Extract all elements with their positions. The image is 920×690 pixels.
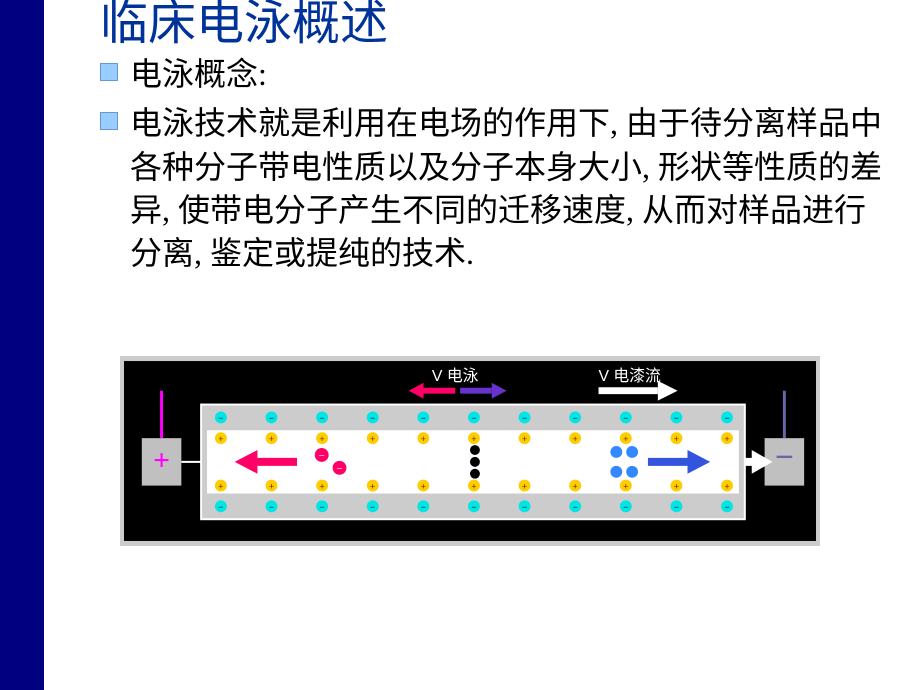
bullet-text: 电泳概念: bbox=[130, 53, 267, 96]
svg-text:+: + bbox=[471, 482, 477, 493]
ion-neutral-cluster bbox=[470, 445, 480, 479]
svg-text:−: − bbox=[218, 502, 224, 513]
svg-text:+: + bbox=[674, 482, 680, 493]
electrophoresis-diagram: V 电泳 V 电漆流 + − bbox=[120, 356, 820, 546]
bullet-row: 电泳技术就是利用在电场的作用下, 由于待分离样品中各种分子带电性质以及分子本身大… bbox=[60, 102, 920, 275]
svg-text:−: − bbox=[572, 413, 578, 424]
bullet-icon bbox=[100, 112, 118, 130]
svg-text:+: + bbox=[724, 434, 730, 445]
svg-text:−: − bbox=[674, 413, 680, 424]
svg-text:−: − bbox=[269, 413, 275, 424]
slide-content: 临床电泳概述 电泳概念: 电泳技术就是利用在电场的作用下, 由于待分离样品中各种… bbox=[44, 0, 920, 275]
svg-text:+: + bbox=[572, 482, 578, 493]
svg-text:+: + bbox=[724, 482, 730, 493]
svg-text:−: − bbox=[269, 502, 275, 513]
svg-text:+: + bbox=[319, 434, 325, 445]
svg-text:+: + bbox=[269, 434, 275, 445]
svg-text:+: + bbox=[623, 482, 629, 493]
svg-text:+: + bbox=[269, 482, 275, 493]
svg-text:+: + bbox=[623, 434, 629, 445]
svg-text:+: + bbox=[522, 482, 528, 493]
svg-text:−: − bbox=[218, 413, 224, 424]
svg-text:−: − bbox=[319, 450, 325, 462]
svg-text:−: − bbox=[674, 502, 680, 513]
svg-text:−: − bbox=[623, 413, 629, 424]
svg-text:−: − bbox=[623, 502, 629, 513]
svg-text:−: − bbox=[421, 413, 427, 424]
plus-sign: + bbox=[153, 445, 170, 477]
bullet-icon bbox=[100, 63, 118, 81]
svg-text:−: − bbox=[522, 502, 528, 513]
svg-text:+: + bbox=[370, 434, 376, 445]
svg-text:−: − bbox=[572, 502, 578, 513]
svg-text:+: + bbox=[421, 482, 427, 493]
svg-text:+: + bbox=[572, 434, 578, 445]
svg-text:+: + bbox=[218, 482, 224, 493]
minus-sign: − bbox=[775, 439, 794, 476]
bullet-row: 电泳概念: bbox=[60, 53, 920, 96]
svg-text:+: + bbox=[370, 482, 376, 493]
svg-text:−: − bbox=[370, 502, 376, 513]
bullet-text: 电泳技术就是利用在电场的作用下, 由于待分离样品中各种分子带电性质以及分子本身大… bbox=[130, 102, 890, 275]
svg-text:−: − bbox=[522, 413, 528, 424]
svg-text:+: + bbox=[471, 434, 477, 445]
label-v-eof: V 电漆流 bbox=[599, 367, 662, 385]
svg-text:+: + bbox=[319, 482, 325, 493]
diagram-svg: V 电泳 V 电漆流 + − bbox=[124, 360, 816, 542]
svg-text:−: − bbox=[336, 463, 342, 475]
slide-title: 临床电泳概述 bbox=[100, 0, 920, 51]
svg-text:−: − bbox=[370, 413, 376, 424]
svg-text:−: − bbox=[421, 502, 427, 513]
svg-text:+: + bbox=[421, 434, 427, 445]
label-v-electrophoresis: V 电泳 bbox=[432, 367, 479, 385]
svg-text:−: − bbox=[724, 502, 730, 513]
svg-text:−: − bbox=[471, 413, 477, 424]
left-sidebar bbox=[0, 0, 44, 690]
svg-text:−: − bbox=[319, 413, 325, 424]
svg-text:−: − bbox=[319, 502, 325, 513]
svg-text:+: + bbox=[218, 434, 224, 445]
svg-text:+: + bbox=[522, 434, 528, 445]
svg-text:+: + bbox=[674, 434, 680, 445]
svg-text:−: − bbox=[724, 413, 730, 424]
svg-text:−: − bbox=[471, 502, 477, 513]
